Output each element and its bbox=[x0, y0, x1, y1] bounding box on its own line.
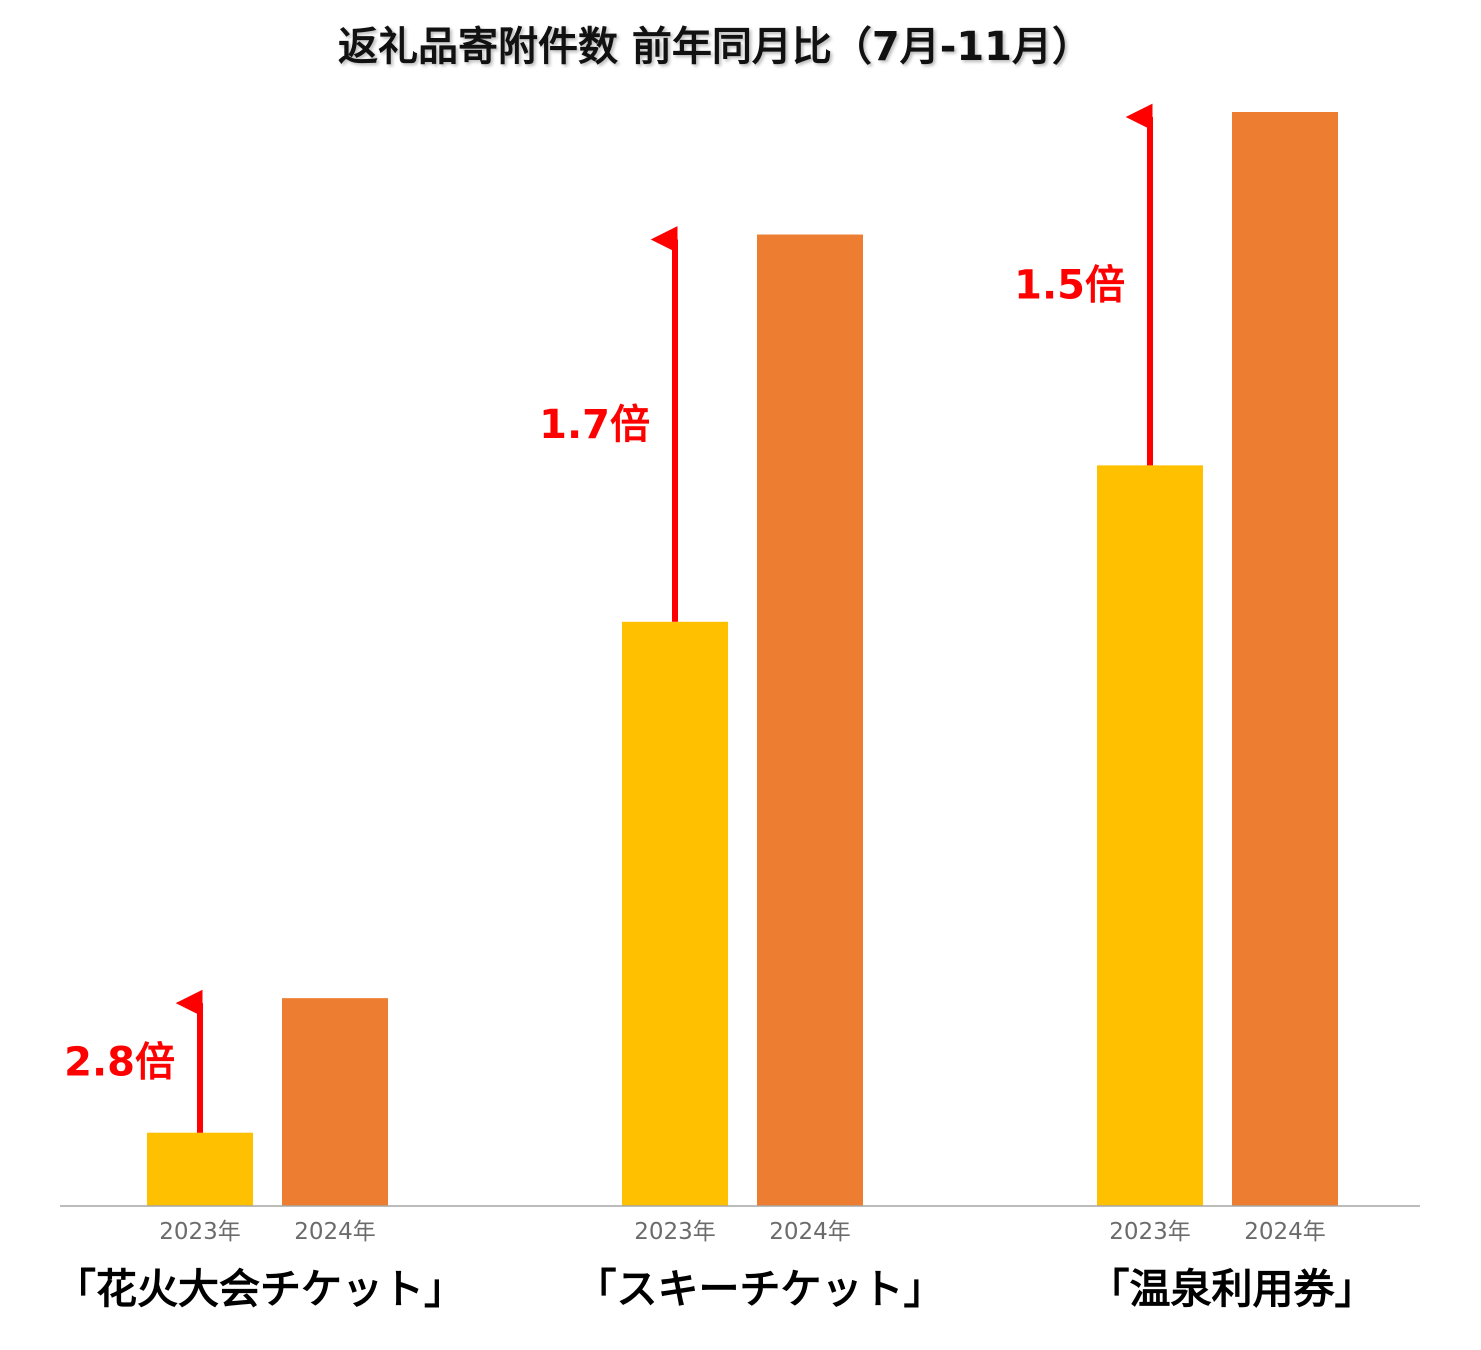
chart-title: 返礼品寄附件数 前年同月比（7月-11月） bbox=[337, 24, 1093, 70]
ratio-label: 1.5倍 bbox=[1014, 263, 1125, 309]
ratio-label: 2.8倍 bbox=[64, 1039, 175, 1085]
category-label: 「温泉利用券」 bbox=[1089, 1265, 1376, 1313]
bar-2024年-3 bbox=[1232, 112, 1338, 1206]
bar-2023年-1 bbox=[147, 1132, 253, 1206]
ratio-label: 1.7倍 bbox=[539, 402, 650, 448]
category-label: 「花火大会チケット」 bbox=[55, 1265, 465, 1313]
category-label: 「スキーチケット」 bbox=[576, 1265, 945, 1313]
x-tick-label: 2023年 bbox=[634, 1219, 716, 1245]
arrows-layer bbox=[175, 103, 1153, 1133]
bars-layer bbox=[147, 112, 1338, 1206]
bar-2023年-3 bbox=[1097, 465, 1203, 1206]
x-tick-label: 2023年 bbox=[1109, 1219, 1191, 1245]
bar-2024年-2 bbox=[757, 234, 863, 1206]
x-tick-label: 2024年 bbox=[769, 1219, 851, 1245]
x-tick-label: 2024年 bbox=[294, 1219, 376, 1245]
x-tick-label: 2023年 bbox=[159, 1219, 241, 1245]
bar-2024年-1 bbox=[282, 998, 388, 1206]
x-tick-label: 2024年 bbox=[1244, 1219, 1326, 1245]
labels-layer: 2023年 2024年「花火大会チケット」 2023年 2024年「スキーチケット」 2… bbox=[55, 263, 1376, 1313]
bar-2023年-2 bbox=[622, 621, 728, 1206]
